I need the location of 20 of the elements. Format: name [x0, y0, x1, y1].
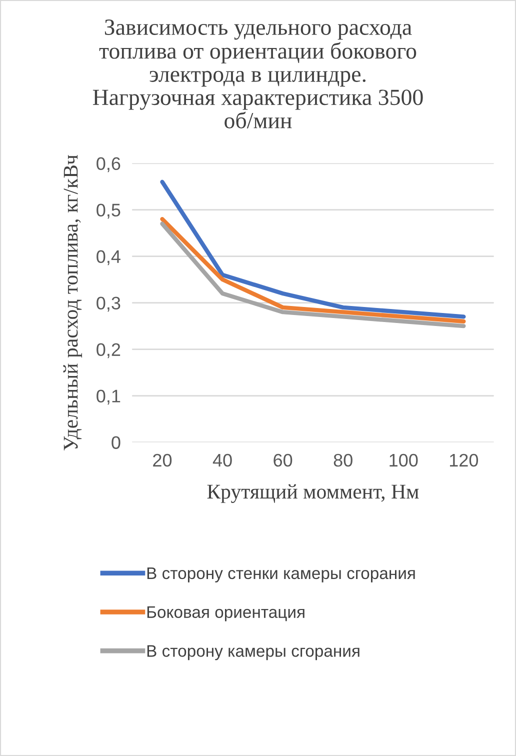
- legend-label: В сторону камеры сгорания: [147, 645, 360, 660]
- chart-title: Зависимость удельного расхода топлива от ориентации бокового электрода в цилиндре. Нагрузочная характеристика 3500 об/мин: [92, 20, 423, 128]
- legend-label: Боковая ориентация: [147, 606, 304, 622]
- legend-label: В сторону стенки камеры сгорания: [147, 567, 415, 582]
- y-tick-label: 0,1: [96, 390, 120, 405]
- x-tick-label: 100: [390, 454, 418, 467]
- y-tick-label: 0,3: [96, 296, 120, 312]
- y-axis-title: Удельный расход топлива, кг/кВч: [63, 155, 82, 450]
- y-tick-label: 0,5: [96, 204, 120, 219]
- x-tick-label: 120: [450, 454, 478, 467]
- x-tick-label: 80: [334, 454, 352, 467]
- y-tick-label: 0,6: [96, 157, 120, 172]
- x-tick-label: 40: [212, 454, 232, 467]
- y-tick-label: 0,2: [96, 343, 120, 358]
- y-tick-label: 0: [112, 436, 120, 449]
- x-tick-label: 20: [153, 454, 172, 467]
- x-tick-label: 60: [274, 454, 292, 467]
- x-axis-title: Крутящий моммент, Нм: [207, 484, 419, 503]
- y-tick-label: 0,4: [96, 250, 120, 266]
- line-series: [160, 180, 466, 319]
